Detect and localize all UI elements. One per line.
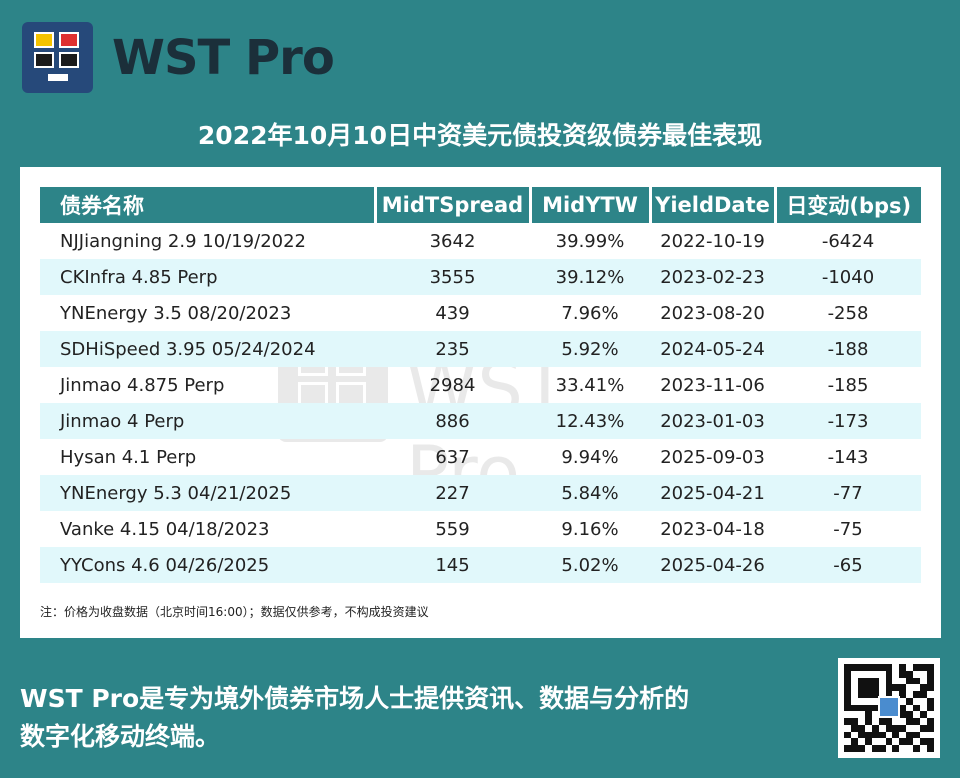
table-row: CKInfra 4.85 Perp 3555 39.12% 2023-02-23 -10…: [40, 259, 921, 295]
table-row: NJJiangning 2.9 10/19/2022 3642 39.99% 2022…: [40, 223, 921, 259]
col-header-yielddate: YieldDate: [648, 187, 775, 223]
cell-bond-name: Vanke 4.15 04/18/2023: [60, 518, 270, 540]
cell-yielddate: 2024-05-24: [650, 331, 775, 367]
table-row: Hysan 4.1 Perp 637 9.94% 2025-09-03 -143: [40, 439, 921, 475]
table-row: Jinmao 4 Perp 886 12.43% 2023-01-03 -173: [40, 403, 921, 439]
cell-midytw: 39.12%: [530, 259, 650, 295]
cell-midtspread: 559: [435, 518, 470, 540]
table-row: Vanke 4.15 04/18/2023 559 9.16% 2023-04-18 -…: [40, 511, 921, 547]
cell-midytw: 9.16%: [561, 518, 619, 540]
table-header-row: 债券名称 MidTSpread MidYTW YieldDate 日变动(bps…: [40, 187, 921, 223]
qr-center-logo-icon: [878, 696, 900, 718]
bond-table: 债券名称 MidTSpread MidYTW YieldDate 日变动(bps…: [40, 187, 921, 583]
footer-line-1: WST Pro是专为境外债券市场人士提供资讯、数据与分析的: [20, 684, 690, 713]
footnote: 注：价格为收盘数据（北京时间16:00）；数据仅供参考，不构成投资建议: [40, 605, 429, 619]
col-header-midytw: MidYTW: [528, 187, 650, 223]
cell-bond-name: Hysan 4.1 Perp: [60, 446, 197, 468]
col-header-midtspread: MidTSpread: [373, 187, 530, 223]
footer-line-2: 数字化移动终端。: [20, 722, 221, 751]
cell-yielddate: 2025-04-26: [650, 547, 775, 583]
cell-yielddate: 2022-10-19: [660, 230, 765, 252]
cell-midytw: 7.96%: [561, 302, 619, 324]
cell-daily-change: -185: [827, 374, 869, 396]
cell-bond-name: YYCons 4.6 04/26/2025: [40, 547, 375, 583]
table-row: YNEnergy 3.5 08/20/2023 439 7.96% 2023-08-2…: [40, 295, 921, 331]
cell-daily-change: -258: [827, 302, 869, 324]
table-row: YNEnergy 5.3 04/21/2025 227 5.84% 2025-04-2…: [40, 475, 921, 511]
table-row: Jinmao 4.875 Perp 2984 33.41% 2023-11-06 -18…: [40, 367, 921, 403]
cell-yielddate: 2023-11-06: [660, 374, 765, 396]
cell-midytw: 5.92%: [530, 331, 650, 367]
cell-bond-name: SDHiSpeed 3.95 05/24/2024: [40, 331, 375, 367]
wst-logo-icon: [22, 22, 93, 93]
cell-bond-name: CKInfra 4.85 Perp: [40, 259, 375, 295]
cell-yielddate: 2023-01-03: [650, 403, 775, 439]
cell-bond-name: NJJiangning 2.9 10/19/2022: [60, 230, 307, 252]
cell-bond-name: YNEnergy 5.3 04/21/2025: [40, 475, 375, 511]
cell-bond-name: YNEnergy 3.5 08/20/2023: [60, 302, 292, 324]
cell-bond-name: Jinmao 4.875 Perp: [60, 374, 225, 396]
cell-midytw: 39.99%: [555, 230, 625, 252]
page-title: 2022年10月10日中资美元债投资级债券最佳表现: [197, 121, 763, 150]
cell-midytw: 5.84%: [530, 475, 650, 511]
cell-midtspread: 227: [375, 475, 530, 511]
cell-midtspread: 2984: [429, 374, 476, 396]
cell-midytw: 12.43%: [530, 403, 650, 439]
table-row: YYCons 4.6 04/26/2025 145 5.02% 2025-04-26-…: [40, 547, 921, 583]
cell-daily-change: -77: [775, 475, 921, 511]
cell-midytw: 33.41%: [555, 374, 625, 396]
brand-name: WST Pro: [112, 30, 335, 86]
col-header-name: 债券名称: [40, 187, 375, 223]
cell-midtspread: 145: [375, 547, 530, 583]
cell-bond-name: Jinmao 4 Perp: [40, 403, 375, 439]
cell-daily-change: -6424: [821, 230, 875, 252]
footer-description: WST Pro是专为境外债券市场人士提供资讯、数据与分析的 数字化移动终端。: [20, 680, 800, 756]
cell-midtspread: 886: [375, 403, 530, 439]
cell-yielddate: 2023-04-18: [660, 518, 765, 540]
cell-yielddate: 2023-02-23: [650, 259, 775, 295]
table-card: WST Pro 债券名称 MidTSpread MidYTW YieldDate…: [20, 167, 941, 638]
cell-midtspread: 3555: [375, 259, 530, 295]
cell-daily-change: -75: [833, 518, 863, 540]
cell-yielddate: 2025-04-21: [650, 475, 775, 511]
cell-midtspread: 235: [375, 331, 530, 367]
cell-midtspread: 439: [435, 302, 470, 324]
cell-midtspread: 637: [435, 446, 470, 468]
cell-daily-change: -1040: [775, 259, 921, 295]
cell-daily-change: -173: [775, 403, 921, 439]
cell-midytw: 9.94%: [561, 446, 619, 468]
cell-midytw: 5.02%: [530, 547, 650, 583]
cell-daily-change: -143: [827, 446, 869, 468]
cell-midtspread: 3642: [429, 230, 476, 252]
cell-daily-change: -65: [775, 547, 921, 583]
cell-daily-change: -188: [775, 331, 921, 367]
table-row: SDHiSpeed 3.95 05/24/2024 235 5.92% 2024-05…: [40, 331, 921, 367]
cell-yielddate: 2023-08-20: [660, 302, 765, 324]
cell-yielddate: 2025-09-03: [660, 446, 765, 468]
qr-code-icon: [838, 658, 940, 758]
col-header-daily-change: 日变动(bps): [773, 187, 921, 223]
